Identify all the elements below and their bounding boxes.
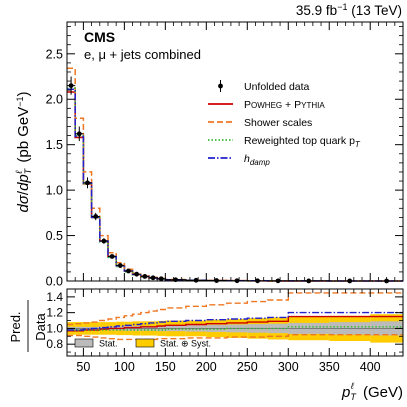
data-point	[75, 126, 84, 142]
x-tick-label: 200	[196, 360, 217, 374]
y-tick-label: 0.5	[46, 229, 63, 243]
legend-entry: hdamp	[208, 153, 270, 167]
data-point	[148, 275, 158, 281]
legend-entry: Reweighted top quark pT	[208, 135, 361, 149]
experiment-label: CMS	[84, 29, 115, 45]
ratio-series-shower-scales-down	[67, 334, 403, 341]
svg-text:dσ/dpTℓ (pb GeV−1): dσ/dpTℓ (pb GeV−1)	[14, 92, 33, 213]
ratio-legend-label: Stat. ⊕ Syst.	[160, 339, 211, 349]
x-tick-label: 400	[360, 360, 381, 374]
data-point	[157, 276, 166, 282]
series-reweighted-top-quark-p-t	[67, 87, 403, 282]
y-tick-label: 2.5	[46, 47, 63, 61]
ratio-y-tick-label: 1.4	[46, 290, 63, 304]
x-tick-label: 250	[237, 360, 258, 374]
data-point	[91, 212, 100, 221]
ratio-y-tick-label: 1.0	[46, 321, 63, 335]
x-axis-title: pTℓ (GeV)	[341, 381, 403, 402]
ratio-legend-entry: Stat.	[74, 339, 118, 349]
data-point	[107, 254, 117, 259]
legend-label: POWHEG + PYTHIA	[244, 99, 325, 111]
legend-label: Shower scales	[244, 117, 312, 129]
legend: Unfolded data POWHEG + PYTHIA Shower scale…	[208, 80, 361, 167]
ratio-frame	[66, 288, 404, 357]
ratio-series-h-damp	[67, 311, 403, 331]
legend-entry: Unfolded data	[218, 80, 310, 93]
series-powheg-pythia	[67, 91, 403, 282]
legend-entry: POWHEG + PYTHIA	[208, 99, 325, 111]
data-point	[83, 177, 92, 189]
ratio-panel: 0.8 1.01.2 1.4 50 100 150 200 250 300 350 400	[46, 288, 404, 374]
x-tick-label: 150	[155, 360, 176, 374]
x-tick-label: 100	[114, 360, 135, 374]
y-tick-label: 1.0	[46, 184, 63, 198]
ratio-series-reweighted-top-quark-p-t	[67, 326, 403, 331]
ratio-y-tick-label: 0.8	[46, 337, 63, 351]
svg-text:Data: Data	[33, 313, 48, 341]
ratio-y-tick-label: 1.2	[46, 306, 63, 320]
data-point	[116, 263, 125, 268]
x-tick-label: 50	[76, 360, 90, 374]
ratio-legend-entry: Stat. ⊕ Syst.	[135, 339, 211, 349]
x-tick-label: 300	[278, 360, 299, 374]
ratio-legend-label: Stat.	[99, 339, 118, 349]
data-point	[67, 76, 76, 95]
series-shower-scales	[67, 67, 403, 282]
ratio-series-shower-scales-up	[67, 292, 403, 326]
data-point	[124, 268, 133, 274]
y-axis-title: dσ/dpTℓ (pb GeV−1)	[14, 92, 33, 213]
data-point	[185, 277, 207, 283]
legend-label: Unfolded data	[244, 81, 310, 93]
x-tick-label: 350	[319, 360, 340, 374]
legend-label: hdamp	[244, 153, 270, 167]
upper-frame	[66, 21, 404, 282]
luminosity-label: 35.9 fb−1 (13 TeV)	[296, 2, 402, 18]
legend-entry: Shower scales	[208, 117, 312, 129]
data-point	[132, 271, 141, 277]
y-tick-label: 2.0	[46, 93, 63, 107]
ratio-legend: Stat. Stat. ⊕ Syst.	[74, 339, 211, 349]
upper-panel: 0.0 0.5 1.0 1.5 2.0 2.5	[46, 21, 404, 289]
svg-text:pTℓ (GeV): pTℓ (GeV)	[341, 381, 403, 402]
series-h-damp	[67, 88, 403, 282]
y-tick-label: 0.0	[46, 275, 63, 289]
data-point	[99, 238, 108, 244]
ratio-y-title: Pred. Data	[8, 300, 48, 352]
y-tick-label: 1.5	[46, 138, 63, 152]
channel-label: e, μ + jets combined	[84, 47, 201, 62]
data-point	[140, 274, 149, 279]
svg-text:Pred.: Pred.	[8, 311, 23, 342]
legend-label: Reweighted top quark pT	[244, 135, 361, 149]
